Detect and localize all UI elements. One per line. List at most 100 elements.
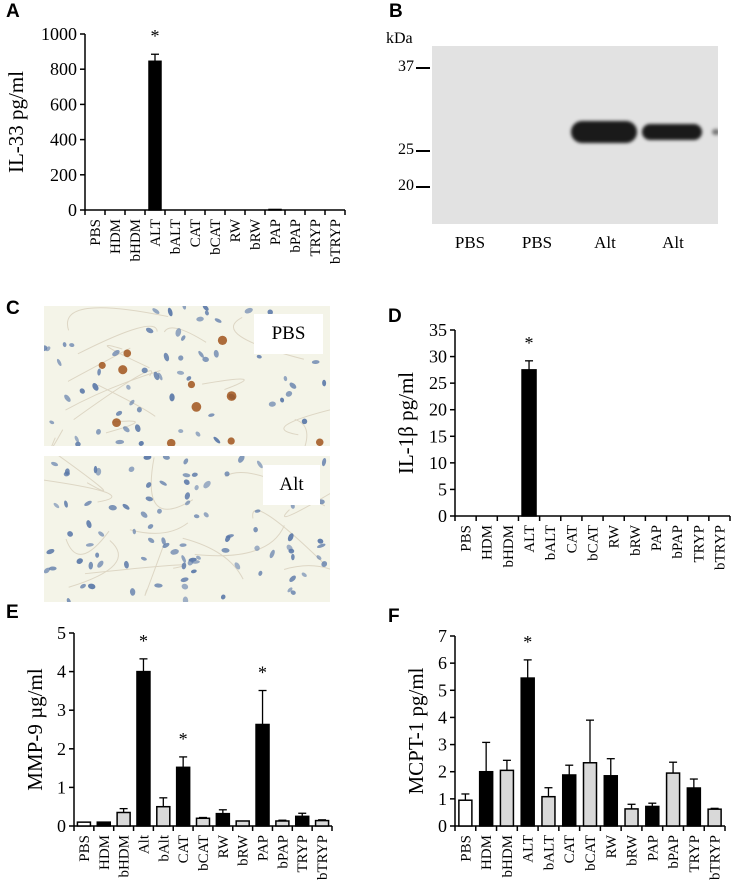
bar-TRYP — [294, 815, 310, 827]
blot-band-alt-2 — [642, 124, 702, 140]
panel-letter-c: C — [6, 298, 20, 319]
blot-band-alt-1 — [571, 121, 637, 143]
x-tick-label: PBS — [458, 835, 474, 862]
x-tick-label: TRYP — [687, 835, 703, 873]
bar-HDM — [478, 770, 494, 827]
x-tick-label: bRW — [236, 834, 252, 866]
panel-letter-a: A — [6, 1, 20, 22]
blot-lane-label: Alt — [662, 233, 684, 252]
bar-CAT — [175, 766, 191, 827]
blot-lane-label: Alt — [594, 233, 616, 252]
chart-F: 0 1 2 3 4 5 6 7 MCPT-1 pg/ml PBS HDM bHDM * ALT bALT CA… — [404, 626, 726, 880]
mw-marker-label: 25 — [398, 141, 414, 158]
x-tick-label: bPAP — [288, 219, 304, 253]
x-tick-label: HDM — [108, 219, 124, 254]
y-tick-label: 3 — [57, 700, 66, 720]
x-tick-label: RW — [604, 834, 620, 858]
panel-letter-b: B — [389, 1, 403, 22]
bar-CAT — [561, 774, 577, 827]
x-tick-label: bAlt — [156, 834, 172, 862]
x-tick-label: bALT — [168, 219, 184, 254]
bar-bHDM — [499, 769, 515, 827]
chart-A: 0 200 400 600 800 1000 IL-33 pg/ml PBS HDM bHDM * A… — [4, 24, 346, 264]
y-axis-label: MMP-9 µg/ml — [23, 668, 47, 791]
y-tick-label: 30 — [429, 347, 447, 367]
x-tick-label: PAP — [268, 219, 284, 245]
x-tick-label: bHDM — [501, 525, 517, 568]
bar-bPAP — [275, 820, 290, 827]
mw-marker-tick — [416, 67, 430, 69]
histology-label-alt: Alt — [263, 465, 320, 505]
y-tick-label: 200 — [50, 165, 77, 185]
x-tick-label: bRW — [625, 834, 641, 866]
y-tick-label: 1000 — [41, 24, 77, 44]
x-tick-label: Alt — [136, 834, 152, 854]
x-tick-label: PBS — [88, 219, 104, 246]
x-tick-label: TRYP — [295, 835, 311, 873]
y-tick-label: 10 — [429, 453, 447, 473]
histology-image-alt: Alt — [44, 456, 330, 602]
significance-asterisk: * — [151, 26, 160, 46]
x-tick-label: HDM — [480, 525, 496, 560]
x-tick-label: RW — [228, 218, 244, 242]
y-tick-label: 0 — [68, 200, 77, 220]
bar-bALT — [541, 795, 556, 827]
mw-marker-label: 37 — [398, 58, 414, 75]
y-tick-label: 7 — [438, 626, 447, 646]
x-tick-label: HDM — [479, 835, 495, 870]
x-tick-label: RW — [607, 524, 623, 548]
bar-RW — [215, 812, 231, 827]
y-tick-label: 5 — [438, 479, 447, 499]
x-tick-label: bCAT — [583, 835, 599, 871]
panel-letter-d: D — [388, 306, 402, 327]
x-tick-label: CAT — [564, 525, 580, 553]
x-tick-label: ALT — [522, 525, 538, 553]
bar-bPAP — [665, 772, 681, 827]
x-tick-label: PAP — [645, 835, 661, 861]
mw-marker-label: 20 — [398, 177, 414, 194]
y-axis-label: MCPT-1 pg/ml — [404, 667, 428, 794]
bar-bCAT — [582, 762, 598, 827]
significance-asterisk: * — [258, 663, 267, 683]
x-tick-label: bHDM — [128, 219, 144, 262]
significance-asterisk: * — [525, 333, 534, 353]
y-tick-label: 0 — [438, 506, 447, 526]
y-axis-label: IL-1β pg/ml — [394, 372, 418, 474]
mw-marker-tick — [416, 186, 430, 188]
chart-D: 0 5 10 15 20 25 30 35 IL-1β pg/ml PBS HDM bHDM * ALT b… — [394, 320, 731, 570]
y-tick-label: 1 — [57, 777, 66, 797]
x-tick-label: PAP — [649, 525, 665, 551]
x-tick-label: bHDM — [500, 835, 516, 878]
panel-letter-e: E — [6, 602, 19, 623]
bar-ALT — [520, 677, 535, 827]
bar-ALT — [148, 60, 162, 211]
x-tick-label: RW — [216, 834, 232, 858]
y-tick-label: 25 — [429, 373, 447, 393]
y-tick-label: 4 — [57, 662, 66, 682]
bar-bRW — [624, 808, 639, 827]
x-tick-label: CAT — [562, 835, 578, 863]
x-tick-label: ALT — [148, 219, 164, 247]
significance-asterisk: * — [139, 631, 148, 651]
bar-bCAT — [195, 817, 211, 827]
bar-PBS — [458, 799, 473, 827]
bar-PAP — [645, 805, 660, 827]
bar-Alt — [136, 670, 151, 827]
y-tick-label: 3 — [438, 735, 447, 755]
y-tick-label: 6 — [438, 653, 447, 673]
y-tick-label: 600 — [50, 94, 77, 114]
y-tick-label: 1 — [438, 789, 447, 809]
x-tick-label: bTRYP — [712, 525, 728, 570]
y-tick-label: 800 — [50, 59, 77, 79]
bar-PAP — [255, 723, 270, 827]
x-tick-label: PAP — [256, 835, 272, 861]
x-tick-label: bCAT — [208, 219, 224, 255]
bar-bAlt — [156, 805, 171, 827]
histology-label-pbs: PBS — [254, 314, 323, 354]
significance-asterisk: * — [523, 632, 532, 652]
y-tick-label: 2 — [438, 762, 447, 782]
blot-band-faint — [712, 129, 718, 135]
y-tick-label: 0 — [57, 816, 66, 836]
x-tick-label: bTRYP — [708, 835, 724, 880]
